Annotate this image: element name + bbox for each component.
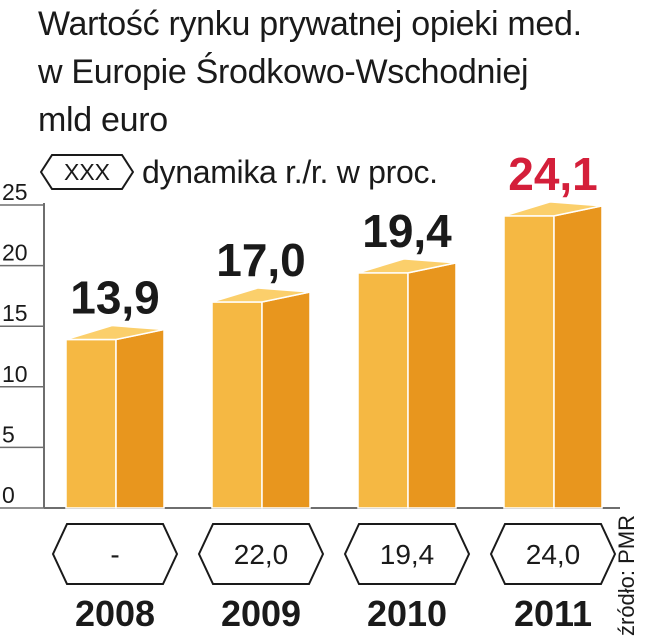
legend-label: dynamika r./r. w proc.	[142, 153, 438, 190]
chart-unit: mld euro	[38, 101, 168, 139]
x-tick-label: 2008	[75, 593, 155, 634]
y-tick-label: 25	[2, 179, 28, 205]
bar-front	[503, 215, 555, 509]
dynamics-label: -	[110, 539, 119, 570]
bar-side	[553, 204, 603, 509]
legend-symbol: XXX	[63, 159, 111, 185]
dynamics-hexagon	[197, 523, 325, 585]
bar-value-label: 17,0	[216, 234, 306, 286]
bar-side	[407, 261, 457, 509]
bar-top	[357, 258, 457, 274]
x-tick-label: 2009	[221, 593, 301, 634]
bar-front	[211, 301, 263, 509]
source-note: źródło: PMR	[614, 514, 639, 636]
dynamics-hexagon	[343, 523, 471, 585]
bar-value-label: 24,1	[508, 148, 598, 200]
bar-value-label: 19,4	[362, 205, 452, 257]
bar-top	[211, 287, 311, 303]
bar-side	[261, 291, 311, 509]
bar-2011	[503, 201, 603, 509]
dynamics-label: 24,0	[526, 539, 581, 570]
bar-side	[115, 328, 165, 509]
bar-top	[65, 324, 165, 341]
y-tick-label: 15	[2, 300, 28, 326]
bar-2010	[357, 258, 457, 509]
bar-2008	[65, 324, 165, 509]
legend: XXX dynamika r./r. w proc.	[40, 152, 438, 192]
bar-value-label: 13,9	[70, 272, 160, 324]
chart-subtitle: w Europie Środkowo-Wschodniej	[38, 53, 529, 91]
chart-title: Wartość rynku prywatnej opieki med.	[38, 5, 582, 43]
dynamics-hexagon	[51, 523, 179, 585]
dynamics-label: 22,0	[234, 539, 289, 570]
x-tick-label: 2010	[367, 593, 447, 634]
dynamics-hexagon	[489, 523, 617, 585]
bar-front	[357, 272, 409, 509]
x-tick-label: 2011	[514, 593, 592, 634]
dynamics-label: 19,4	[380, 539, 435, 570]
bar-front	[65, 338, 117, 509]
y-tick-label: 5	[2, 421, 15, 447]
y-tick-label: 10	[2, 361, 28, 387]
legend-hexagon-icon: XXX	[40, 154, 134, 190]
bar-2009	[211, 287, 311, 509]
bar-top	[503, 201, 603, 217]
y-tick-label: 0	[2, 482, 15, 508]
y-tick-label: 20	[2, 240, 28, 266]
